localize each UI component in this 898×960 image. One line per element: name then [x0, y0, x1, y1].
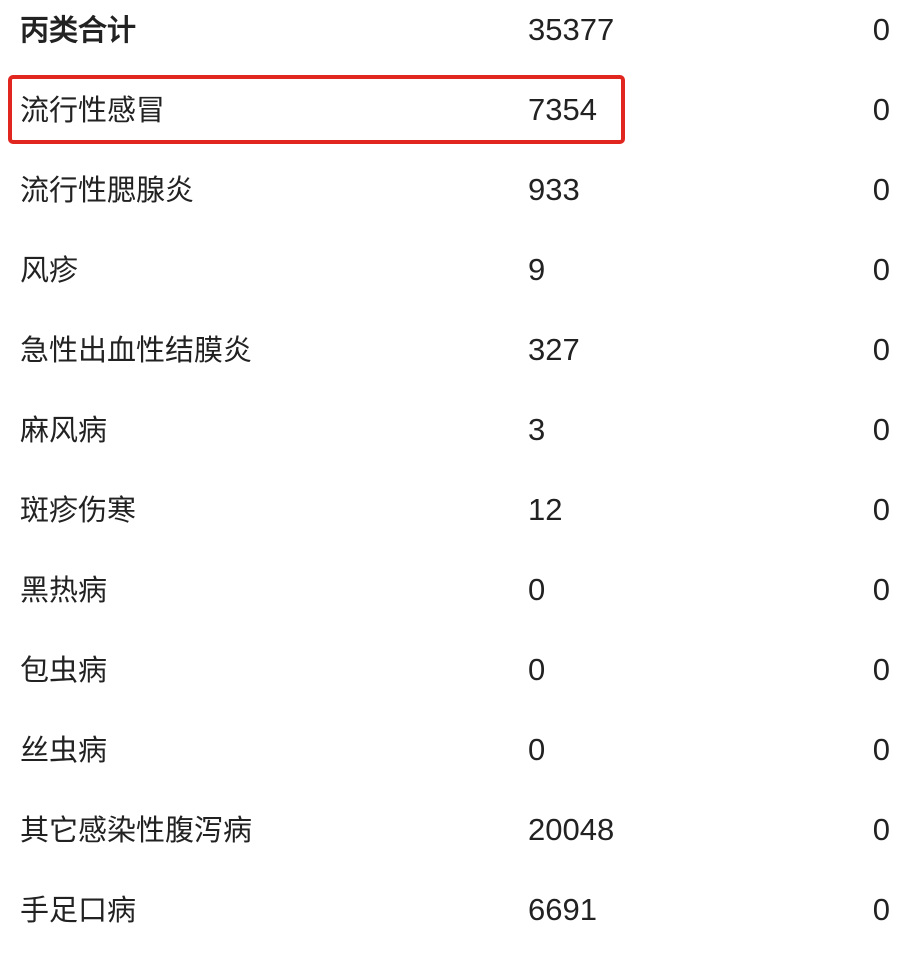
cell-extra: 0	[872, 332, 890, 367]
cell-extra: 0	[872, 252, 890, 287]
cell-value: 933	[528, 172, 580, 207]
cell-value: 327	[528, 332, 580, 367]
cell-extra: 0	[872, 492, 890, 527]
cell-name: 黑热病	[20, 573, 108, 607]
cell-value: 7354	[528, 92, 597, 127]
cell-value: 6691	[528, 892, 597, 927]
cell-name: 风疹	[20, 253, 79, 287]
cell-extra: 0	[872, 572, 890, 607]
cell-extra: 0	[872, 92, 890, 127]
table-row: 丝虫病 0 0	[0, 720, 898, 800]
cell-extra: 0	[872, 892, 890, 927]
table-row-total: 丙类合计 35377 0	[0, 0, 898, 80]
cell-value: 20048	[528, 812, 615, 847]
table-row: 流行性腮腺炎 933 0	[0, 160, 898, 240]
cell-name: 麻风病	[20, 413, 108, 447]
cell-extra: 0	[872, 172, 890, 207]
cell-name: 手足口病	[20, 893, 137, 927]
cell-name: 其它感染性腹泻病	[20, 813, 253, 847]
cell-extra: 0	[872, 652, 890, 687]
cell-name: 丝虫病	[20, 733, 108, 767]
cell-value: 0	[528, 572, 546, 607]
cell-name: 急性出血性结膜炎	[20, 333, 253, 367]
table-row: 流行性感冒 7354 0	[0, 80, 898, 160]
table-row: 麻风病 3 0	[0, 400, 898, 480]
cell-name: 丙类合计	[20, 13, 137, 47]
cell-extra: 0	[872, 732, 890, 767]
highlight-box	[8, 75, 625, 144]
table-row: 斑疹伤寒 12 0	[0, 480, 898, 560]
cell-value: 12	[528, 492, 563, 527]
cell-value: 0	[528, 652, 546, 687]
cell-extra: 0	[872, 412, 890, 447]
table-row: 包虫病 0 0	[0, 640, 898, 720]
table-row: 黑热病 0 0	[0, 560, 898, 640]
table-row: 急性出血性结膜炎 327 0	[0, 320, 898, 400]
cell-name: 斑疹伤寒	[20, 493, 137, 527]
cell-name: 流行性感冒	[20, 93, 166, 127]
cell-name: 包虫病	[20, 653, 108, 687]
cell-value: 35377	[528, 12, 615, 47]
cell-extra: 0	[872, 12, 890, 47]
cell-value: 0	[528, 732, 546, 767]
cell-extra: 0	[872, 812, 890, 847]
cell-value: 3	[528, 412, 546, 447]
cell-value: 9	[528, 252, 546, 287]
table-row: 其它感染性腹泻病 20048 0	[0, 800, 898, 880]
cell-name: 流行性腮腺炎	[20, 173, 195, 207]
table-row: 风疹 9 0	[0, 240, 898, 320]
table-row: 手足口病 6691 0	[0, 880, 898, 960]
